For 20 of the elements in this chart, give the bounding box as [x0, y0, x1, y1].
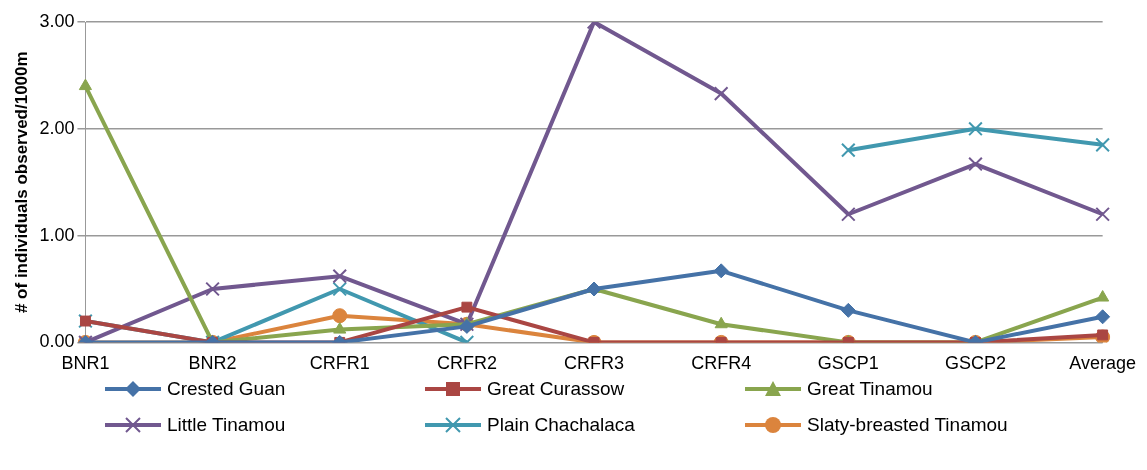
y-tick-label: 2.00 — [39, 117, 75, 138]
legend-label: Little Tinamou — [167, 414, 286, 436]
legend-label: Crested Guan — [167, 378, 286, 400]
x-tick-label: CRFR3 — [564, 353, 625, 374]
x-tick-label: GSCP1 — [817, 353, 879, 374]
y-axis-title: # of individuals observed/1000m — [11, 51, 31, 314]
legend-label: Slaty-breasted Tinamou — [807, 414, 1008, 436]
x-tick-label: CRFR1 — [309, 353, 370, 374]
x-tick-label: BNR1 — [61, 353, 110, 374]
legend-label: Plain Chachalaca — [487, 414, 635, 436]
x-tick-label: BNR2 — [188, 353, 237, 374]
x-tick-label: CRFR4 — [691, 353, 752, 374]
y-tick-label: 0.00 — [39, 331, 75, 352]
x-tick-label: Average — [1069, 353, 1136, 374]
x-tick-label: GSCP2 — [944, 353, 1007, 374]
y-tick-label: 1.00 — [39, 224, 75, 245]
legend-label: Great Curassow — [487, 378, 625, 400]
y-tick-label: 3.00 — [39, 10, 75, 31]
x-tick-label: CRFR2 — [436, 353, 497, 374]
legend-label: Great Tinamou — [807, 378, 933, 400]
